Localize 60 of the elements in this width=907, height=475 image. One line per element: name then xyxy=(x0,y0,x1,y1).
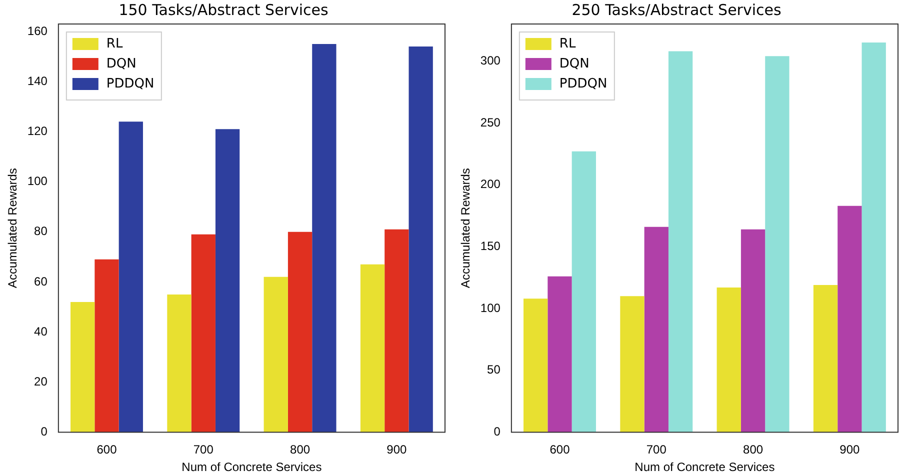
x-tick-label: 900 xyxy=(840,442,860,457)
y-tick-label: 300 xyxy=(480,53,501,68)
chart-title: 150 Tasks/Abstract Services xyxy=(118,0,328,19)
x-tick-label: 900 xyxy=(386,442,408,457)
bar xyxy=(668,51,693,432)
bar xyxy=(360,264,385,432)
legend-label: RL xyxy=(559,36,576,52)
x-axis-title: Num of Concrete Services xyxy=(182,460,322,474)
bar xyxy=(838,206,862,432)
bar xyxy=(716,287,741,432)
bar xyxy=(264,276,288,432)
bar xyxy=(572,151,596,432)
chart-title: 250 Tasks/Abstract Services xyxy=(572,0,782,19)
bar xyxy=(740,229,766,432)
y-tick-label: 0 xyxy=(494,424,501,439)
y-axis-title: Accumulated Rewards xyxy=(6,168,20,288)
y-tick-label: 0 xyxy=(40,424,48,439)
y-tick-label: 60 xyxy=(34,274,48,288)
x-tick-label: 800 xyxy=(290,442,310,457)
bar xyxy=(215,129,240,432)
x-tick-label: 800 xyxy=(743,442,764,457)
x-tick-label: 700 xyxy=(193,442,214,457)
bar xyxy=(70,302,95,432)
bar xyxy=(644,226,668,432)
bar xyxy=(191,234,216,432)
y-tick-label: 250 xyxy=(480,115,501,130)
y-tick-label: 120 xyxy=(27,124,48,138)
y-tick-label: 100 xyxy=(480,300,501,315)
bar xyxy=(312,44,336,432)
legend-label: DQN xyxy=(106,56,136,72)
x-tick-label: 700 xyxy=(646,442,667,457)
bar xyxy=(384,229,409,432)
legend-label: PDDQN xyxy=(559,76,608,92)
y-tick-label: 50 xyxy=(487,362,501,377)
y-axis-title: Accumulated Rewards xyxy=(458,168,473,288)
y-tick-label: 20 xyxy=(34,374,48,388)
y-tick-label: 140 xyxy=(27,74,48,88)
legend-label: RL xyxy=(106,36,124,52)
bar xyxy=(94,259,119,432)
bar xyxy=(524,298,548,432)
y-tick-label: 40 xyxy=(34,324,48,338)
bar xyxy=(118,122,143,432)
y-tick-label: 80 xyxy=(34,224,48,238)
legend-label: DQN xyxy=(559,56,590,72)
bar xyxy=(765,56,790,432)
x-tick-label: 600 xyxy=(550,442,570,457)
bar xyxy=(813,285,838,432)
x-axis-title: Num of Concrete Services xyxy=(634,460,775,474)
y-tick-label: 160 xyxy=(27,24,48,38)
legend-label: PDDQN xyxy=(106,76,154,92)
bar xyxy=(288,232,312,432)
y-tick-label: 200 xyxy=(480,177,501,192)
bar xyxy=(620,296,644,432)
bar xyxy=(167,294,192,432)
y-tick-label: 100 xyxy=(27,174,48,188)
bar xyxy=(548,276,572,432)
x-tick-label: 600 xyxy=(96,442,118,457)
y-tick-label: 150 xyxy=(480,238,501,253)
bar xyxy=(408,46,433,432)
bar xyxy=(862,42,886,432)
